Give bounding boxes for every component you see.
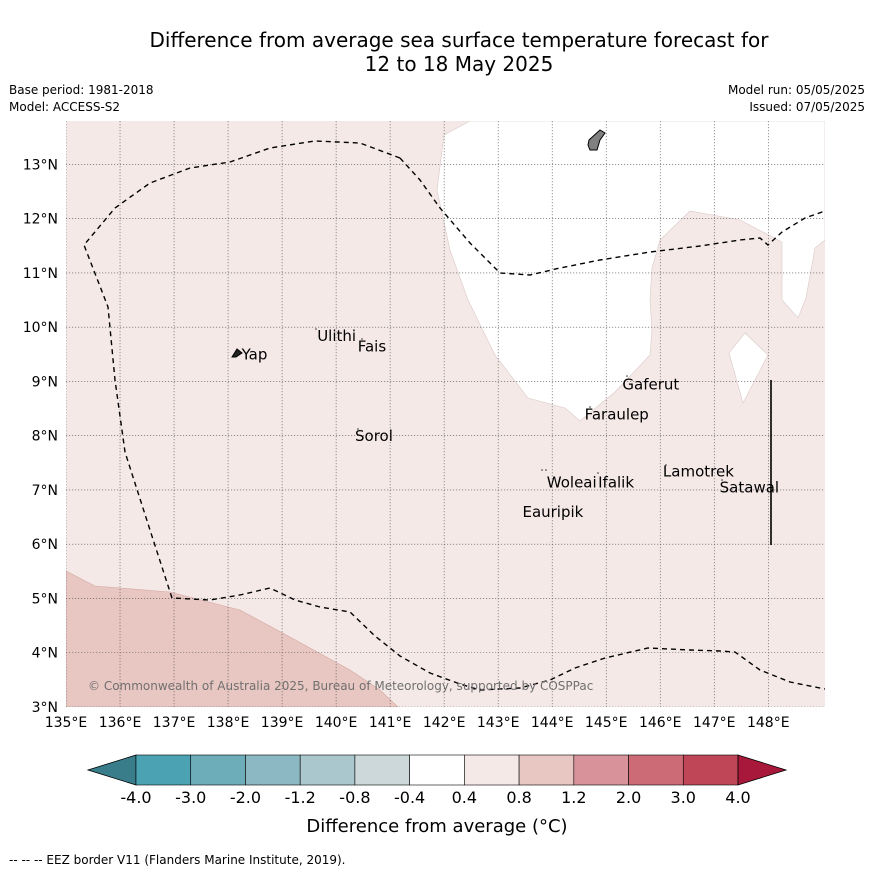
colorbar-segment (354, 754, 410, 786)
colorbar-segment (628, 754, 684, 786)
lon-tick-label: 136°E (99, 715, 142, 731)
lon-tick-label: 141°E (369, 715, 412, 731)
colorbar-tick-label: -0.4 (394, 788, 425, 807)
map-axes: 135°E 136°E 137°E 138°E 139°E 140°E 141°E 142°E… (23, 157, 790, 731)
colorbar-title: Difference from average (°C) (306, 816, 567, 837)
map-title: Difference from average sea surface temp… (0, 28, 873, 76)
colorbar-tick-label: -4.0 (120, 788, 151, 807)
anomaly-region-0.8-1.2 (66, 570, 399, 707)
lon-tick-label: 148°E (747, 715, 790, 731)
lon-tick-label: 139°E (261, 715, 304, 731)
lon-tick-label: 135°E (45, 715, 88, 731)
lon-tick-label: 146°E (639, 715, 682, 731)
colorbar-extend-low (86, 754, 137, 786)
lon-tick-label: 140°E (315, 715, 358, 731)
place-label-ifalik: Ifalik (598, 473, 634, 491)
colorbar-tick-label: -0.8 (339, 788, 370, 807)
graticule (66, 121, 825, 707)
meta-right: Model run: 05/05/2025 Issued: 07/05/2025 (728, 82, 865, 116)
colorbar-tick-label: -1.2 (285, 788, 316, 807)
copyright-text: © Commonwealth of Australia 2025, Bureau… (88, 679, 593, 693)
colorbar-segment (409, 754, 465, 786)
place-label-satawal: Satawal (720, 479, 779, 497)
anomaly-region-neutral (436, 121, 825, 422)
colorbar-tick-label: 0.4 (452, 788, 477, 807)
eez-footnote: -- -- -- EEZ border V11 (Flanders Marine… (9, 853, 346, 867)
yap-island (231, 348, 243, 358)
colorbar-segment (190, 754, 246, 786)
lat-tick-label: 6°N (32, 537, 58, 553)
place-label-lamotrek: Lamotrek (663, 462, 734, 480)
lat-tick-label: 12°N (23, 212, 58, 228)
place-label-fais: Fais (358, 338, 387, 356)
colorbar-segment (245, 754, 301, 786)
colorbar-tick-label: -2.0 (230, 788, 261, 807)
issued-date: Issued: 07/05/2025 (749, 100, 865, 114)
guam-island (587, 129, 606, 151)
lat-tick-label: 10°N (23, 320, 58, 336)
colorbar-segment (518, 754, 575, 786)
lon-tick-label: 144°E (531, 715, 574, 731)
lat-tick-label: 4°N (32, 646, 58, 662)
place-label-gaferut: Gaferut (622, 376, 679, 394)
meta-left: Base period: 1981-2018 Model: ACCESS-S2 (9, 82, 154, 116)
lon-tick-label: 147°E (693, 715, 736, 731)
lon-tick-label: 143°E (477, 715, 520, 731)
lat-tick-label: 13°N (23, 157, 58, 173)
place-label-eauripik: Eauripik (522, 503, 583, 521)
colorbar-tick-label: 3.0 (671, 788, 696, 807)
lat-tick-label: 8°N (32, 429, 58, 445)
atoll-markers (315, 328, 723, 481)
lon-tick-label: 138°E (207, 715, 250, 731)
colorbar-tick-label: 0.8 (506, 788, 531, 807)
title-line-2: 12 to 18 May 2025 (364, 52, 554, 76)
lon-tick-label: 145°E (585, 715, 628, 731)
place-label-faraulep: Faraulep (585, 405, 649, 423)
title-line-1: Difference from average sea surface temp… (149, 28, 769, 52)
lat-tick-label: 11°N (23, 266, 58, 282)
model-run: Model run: 05/05/2025 (727, 83, 865, 97)
lon-tick-label: 137°E (153, 715, 196, 731)
place-label-sorol: Sorol (355, 427, 393, 445)
eez-border-west (83, 140, 825, 691)
lat-tick-label: 3°N (32, 700, 58, 716)
colorbar-extend-high (737, 754, 788, 786)
colorbar-tick-label: -3.0 (175, 788, 206, 807)
lat-tick-label: 5°N (32, 591, 58, 607)
lon-tick-label: 142°E (423, 715, 466, 731)
place-label-ulithi: Ulithi (317, 327, 356, 345)
lat-tick-label: 9°N (32, 374, 58, 390)
colorbar-tick-label: 1.2 (561, 788, 586, 807)
colorbar-tick-label: 2.0 (616, 788, 641, 807)
colorbar-segment (464, 754, 520, 786)
model-name: Model: ACCESS-S2 (9, 100, 121, 114)
colorbar-segment (299, 754, 356, 786)
colorbar-tick-label: 4.0 (725, 788, 750, 807)
place-label-woleai: Woleai (547, 473, 597, 491)
colorbar-segment (573, 754, 629, 786)
place-label-yap: Yap (241, 346, 268, 364)
base-period: Base period: 1981-2018 (9, 83, 154, 97)
colorbar-segment (135, 754, 192, 786)
colorbar-segment (682, 754, 739, 786)
eez-border-north (399, 157, 825, 276)
colorbar: -4.0 -3.0 -2.0 -1.2 -0.8 -0.4 0.4 0.8 1.2 2.0 3.0 4… (86, 754, 788, 807)
lat-tick-label: 7°N (32, 483, 58, 499)
